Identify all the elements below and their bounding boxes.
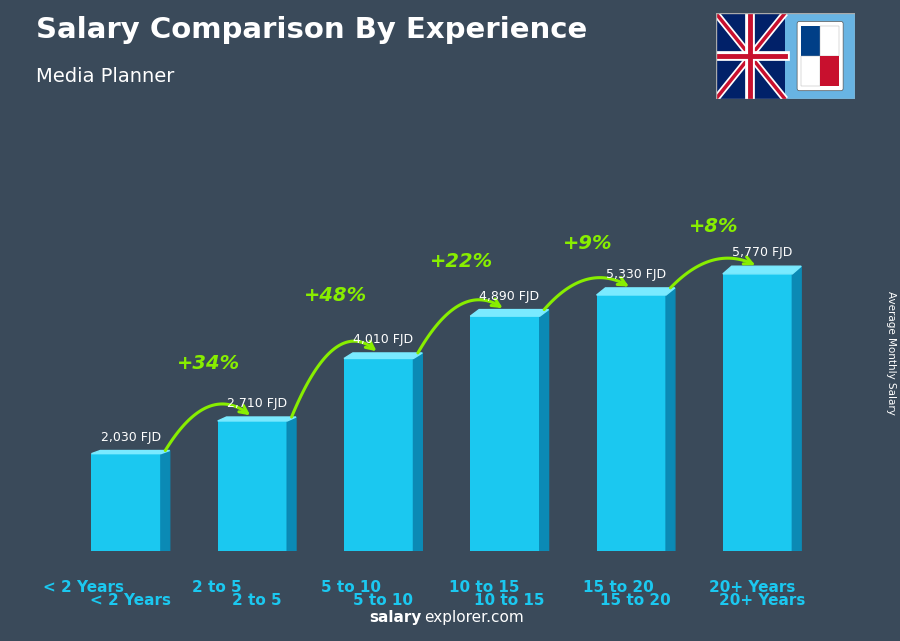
Bar: [716, 13, 785, 99]
Bar: [820, 26, 839, 56]
Text: 20+ Years: 20+ Years: [709, 580, 796, 595]
Text: 2,710 FJD: 2,710 FJD: [227, 397, 287, 410]
Bar: [723, 274, 792, 551]
Polygon shape: [792, 266, 801, 551]
Text: 4,010 FJD: 4,010 FJD: [353, 333, 413, 346]
Text: < 2 Years: < 2 Years: [90, 593, 171, 608]
Polygon shape: [161, 451, 170, 551]
Bar: [92, 454, 161, 551]
Text: 10 to 15: 10 to 15: [449, 580, 520, 595]
Text: explorer.com: explorer.com: [424, 610, 524, 625]
Text: 2 to 5: 2 to 5: [232, 593, 282, 608]
Text: +22%: +22%: [430, 252, 493, 271]
Text: 15 to 20: 15 to 20: [600, 593, 671, 608]
Polygon shape: [287, 417, 296, 551]
Bar: [785, 13, 855, 99]
Bar: [344, 358, 413, 551]
Text: +48%: +48%: [303, 286, 366, 305]
Polygon shape: [666, 288, 675, 551]
Polygon shape: [92, 451, 170, 454]
Text: +8%: +8%: [689, 217, 739, 237]
Polygon shape: [218, 417, 296, 421]
Text: Average Monthly Salary: Average Monthly Salary: [886, 290, 896, 415]
Text: 4,890 FJD: 4,890 FJD: [480, 290, 539, 303]
Text: +9%: +9%: [563, 235, 613, 253]
Bar: [801, 56, 820, 87]
Text: 5,770 FJD: 5,770 FJD: [732, 246, 792, 260]
Text: 10 to 15: 10 to 15: [474, 593, 544, 608]
Polygon shape: [413, 353, 422, 551]
Text: 15 to 20: 15 to 20: [583, 580, 653, 595]
Text: salary: salary: [369, 610, 421, 625]
Text: +34%: +34%: [177, 354, 240, 373]
Polygon shape: [540, 310, 549, 551]
Polygon shape: [344, 353, 422, 358]
Text: Media Planner: Media Planner: [36, 67, 175, 87]
Text: 2,030 FJD: 2,030 FJD: [101, 431, 160, 444]
Bar: [801, 26, 820, 56]
Bar: [820, 56, 839, 87]
Polygon shape: [471, 310, 549, 316]
Bar: [471, 316, 540, 551]
Text: 5 to 10: 5 to 10: [353, 593, 413, 608]
Text: < 2 Years: < 2 Years: [42, 580, 123, 595]
Text: 20+ Years: 20+ Years: [719, 593, 806, 608]
Text: 5 to 10: 5 to 10: [320, 580, 381, 595]
Polygon shape: [597, 288, 675, 295]
Text: Salary Comparison By Experience: Salary Comparison By Experience: [36, 16, 587, 44]
Bar: [218, 421, 287, 551]
FancyBboxPatch shape: [797, 22, 843, 90]
Text: 2 to 5: 2 to 5: [192, 580, 242, 595]
Polygon shape: [723, 266, 801, 274]
Text: 5,330 FJD: 5,330 FJD: [606, 268, 666, 281]
Bar: [597, 295, 666, 551]
